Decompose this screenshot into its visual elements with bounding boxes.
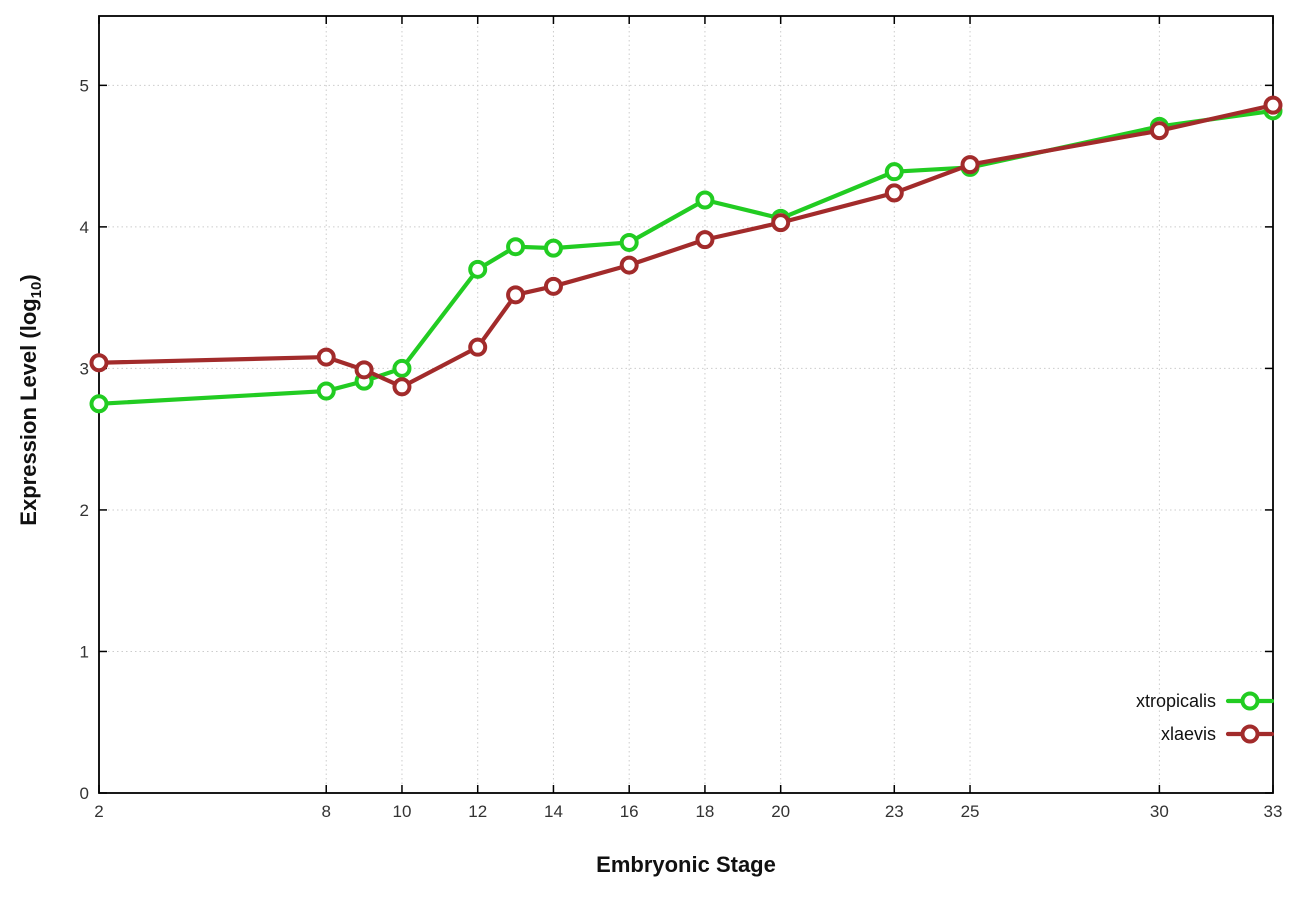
- x-tick-label: 10: [393, 802, 412, 821]
- y-axis-title-main: Expression Level (log: [16, 298, 41, 525]
- data-point-xtropicalis: [506, 237, 526, 257]
- x-tick-label: 23: [885, 802, 904, 821]
- data-point-xtropicalis: [695, 190, 715, 210]
- y-tick-label: 3: [80, 359, 89, 378]
- plot-border: [98, 15, 1274, 794]
- y-tick-label: 2: [80, 501, 89, 520]
- data-point-xlaevis: [354, 360, 374, 380]
- y-tick-label: 1: [80, 642, 89, 661]
- y-tick-label: 4: [80, 218, 89, 237]
- data-point-xlaevis: [316, 347, 336, 367]
- legend-marker-xlaevis: [1240, 724, 1260, 744]
- data-point-xtropicalis: [543, 238, 563, 258]
- data-point-xlaevis: [695, 230, 715, 250]
- y-axis-title-subscript: 10: [28, 282, 45, 299]
- x-tick-label: 8: [321, 802, 330, 821]
- data-point-xlaevis: [771, 213, 791, 233]
- data-point-xtropicalis: [884, 162, 904, 182]
- y-tick-label: 0: [80, 784, 89, 803]
- data-point-xlaevis: [543, 276, 563, 296]
- data-point-xlaevis: [506, 285, 526, 305]
- data-point-xtropicalis: [619, 232, 639, 252]
- legend-label-xlaevis: xlaevis: [1161, 724, 1216, 744]
- data-point-xlaevis: [392, 377, 412, 397]
- x-tick-label: 2: [94, 802, 103, 821]
- data-point-xlaevis: [619, 255, 639, 275]
- x-axis-title: Embryonic Stage: [596, 852, 776, 877]
- data-point-xlaevis: [884, 183, 904, 203]
- x-tick-label: 14: [544, 802, 563, 821]
- x-tick-label: 33: [1264, 802, 1283, 821]
- data-point-xtropicalis: [89, 394, 109, 414]
- data-point-xtropicalis: [392, 358, 412, 378]
- x-tick-label: 12: [468, 802, 487, 821]
- x-tick-label: 25: [961, 802, 980, 821]
- y-tick-label: 5: [80, 76, 89, 95]
- y-axis-title: Expression Level (log10): [16, 274, 45, 525]
- series-line-xlaevis: [96, 103, 1276, 389]
- x-tick-label: 30: [1150, 802, 1169, 821]
- legend-label-xtropicalis: xtropicalis: [1136, 691, 1216, 711]
- data-point-xlaevis: [89, 353, 109, 373]
- data-point-xlaevis: [1149, 121, 1169, 141]
- data-point-xtropicalis: [316, 381, 336, 401]
- y-axis-title-close: ): [16, 274, 41, 281]
- x-tick-label: 18: [695, 802, 714, 821]
- legend-marker-xtropicalis: [1240, 691, 1260, 711]
- x-tick-label: 20: [771, 802, 790, 821]
- data-point-xlaevis: [960, 155, 980, 175]
- data-point-xtropicalis: [468, 259, 488, 279]
- x-tick-label: 16: [620, 802, 639, 821]
- data-point-xlaevis: [468, 337, 488, 357]
- data-point-xlaevis: [1263, 95, 1283, 115]
